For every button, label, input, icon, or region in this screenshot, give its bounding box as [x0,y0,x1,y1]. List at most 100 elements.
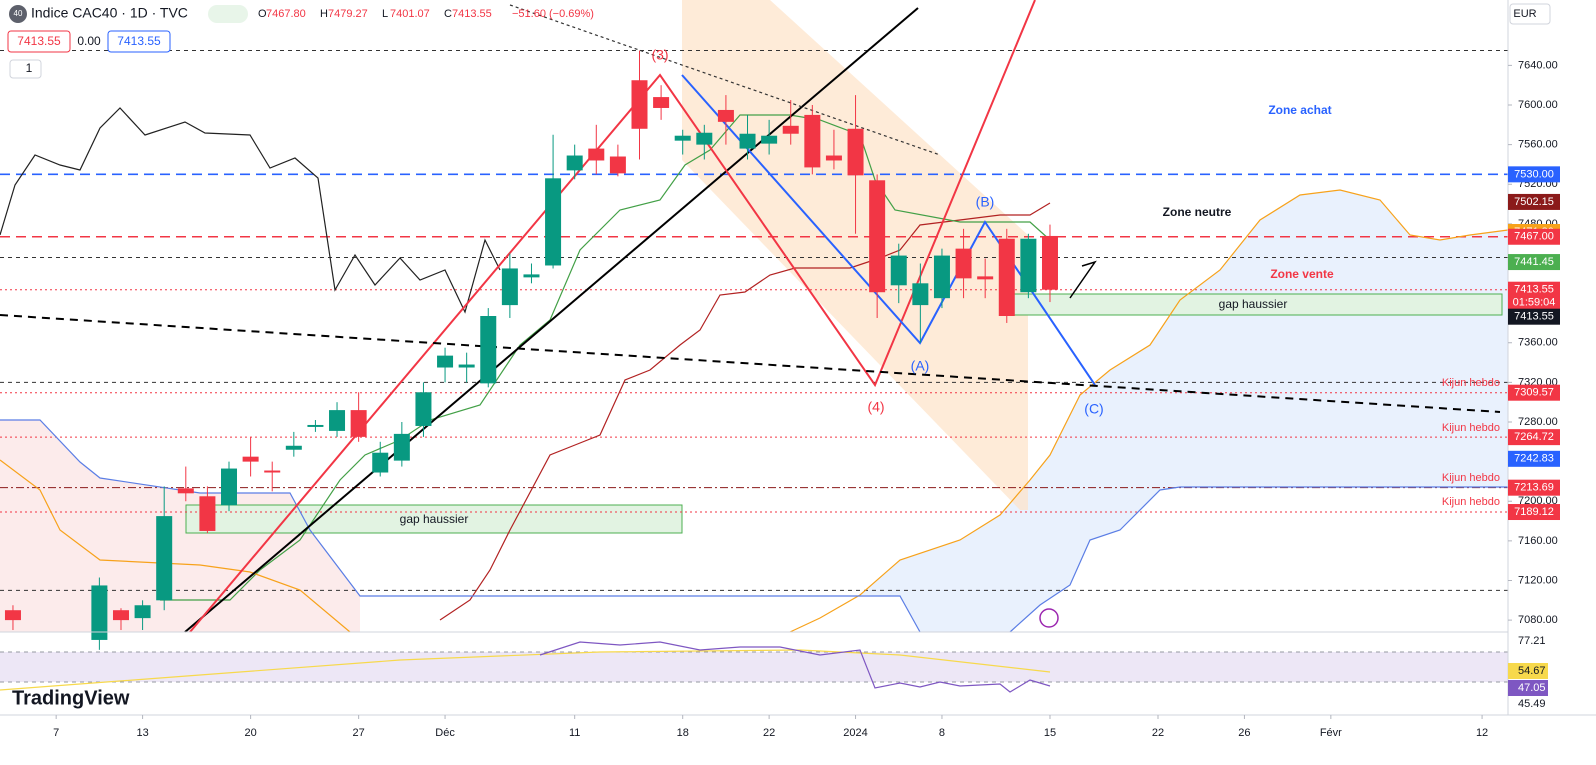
candle-body [501,268,518,306]
ohlc-key: H [320,8,328,20]
price-label: 7413.55 [1514,311,1554,323]
channel [682,0,1028,510]
logo[interactable]: TradingView [12,687,130,709]
y-tick-label: 7080.00 [1518,614,1558,626]
price-label: 7413.55 [1514,284,1554,296]
event-icon[interactable] [1039,608,1059,628]
sell-box[interactable] [7,30,71,53]
ask[interactable]: 7413.55 [117,34,161,48]
annotation: Zone neutre [1163,205,1232,219]
candle-body [825,155,842,161]
currency-button[interactable] [1509,3,1551,25]
candle-body [458,364,475,368]
candle-body [717,109,734,122]
candle-body [588,148,605,161]
trendline [509,4,941,156]
arrow [1069,260,1097,299]
candle-body [156,516,173,601]
gap-box [185,504,683,534]
abc-line [681,74,1096,386]
candle-body [869,180,886,293]
price-label: 7467.00 [1514,231,1554,243]
badge: 40 [14,9,23,18]
price-label-bg [1508,281,1560,310]
candle-body [91,585,108,640]
buy-box[interactable] [107,30,171,53]
ohlc-value: 7467.80 [266,8,306,20]
candle-body [847,128,864,176]
bid[interactable]: 7413.55 [17,34,61,48]
candle-body [134,605,151,619]
price-label: 7189.12 [1514,506,1554,518]
candle-body [393,433,410,461]
ohlc-key: C [444,8,452,20]
trendline [184,7,919,633]
ohlc-key: O [258,8,267,20]
x-tick-label: 12 [1476,727,1488,739]
candle-body [307,424,324,427]
ohlc-key: L [382,8,388,20]
x-tick-label: 27 [353,727,365,739]
status-pill[interactable] [208,5,248,23]
candle-body [782,125,799,134]
candle-body [977,276,994,280]
ohlc-value: 7479.27 [328,8,368,20]
price-label: 7309.57 [1514,387,1554,399]
price-label: 7264.72 [1514,431,1554,443]
wave-line [189,0,1036,633]
candle-body [696,132,713,145]
trendline [0,314,1501,413]
senkou-b [0,459,351,633]
candle-body [177,488,194,494]
candle-body [933,255,950,299]
annotation: gap haussier [1219,297,1288,311]
price-label-bg [1508,384,1560,401]
x-tick-label: 26 [1238,727,1250,739]
x-tick-label: 22 [1152,727,1164,739]
candle-body [112,610,129,621]
x-tick-label: 18 [677,727,689,739]
price-label-bg [1508,479,1560,496]
candle-body [242,456,259,462]
price-label: 7213.69 [1514,482,1554,494]
senkou-b [789,189,1509,633]
price-label-bg [1508,504,1560,521]
x-tick-label: 15 [1044,727,1056,739]
rsi-label: 47.05 [1518,682,1546,694]
price-label-bg [1508,166,1560,183]
candle-body [890,255,907,286]
symbol[interactable]: Indice CAC40 · 1D · TVC [31,5,188,21]
interval-count[interactable]: 1 [26,61,33,75]
rsi-label: 54.67 [1518,665,1546,677]
candle-body [4,610,21,621]
candle-body [912,283,929,306]
annotation: (4) [867,399,884,415]
y-tick-label: 7120.00 [1518,574,1558,586]
annotation: (A) [911,358,930,374]
rsi-label-bg [1508,680,1548,696]
annotation: (C) [1084,401,1103,417]
x-tick-label: 20 [244,727,256,739]
countdown: 01:59:04 [1513,297,1556,309]
candle-body [674,135,691,141]
senkou-a [0,419,921,633]
candle-body [739,133,756,149]
candle-body [804,114,821,168]
x-tick-label: Déc [435,727,455,739]
rsi-band [0,652,1508,682]
candle-body [264,470,281,473]
symbol-icon [9,5,27,23]
x-tick-label: 2024 [843,727,867,739]
candle-body [653,97,670,108]
price-label-bg [1508,450,1560,467]
price-label-bg [1508,254,1560,271]
currency[interactable]: EUR [1513,8,1536,20]
annotation: (3) [651,47,668,63]
ohlc-value: 7401.07 [390,8,430,20]
annotation: gap haussier [400,512,469,526]
x-tick-label: 22 [763,727,775,739]
annotation: Kijun hebdo [1442,377,1500,389]
rsi-label: 45.49 [1518,698,1546,710]
collapse-button[interactable] [9,59,42,79]
